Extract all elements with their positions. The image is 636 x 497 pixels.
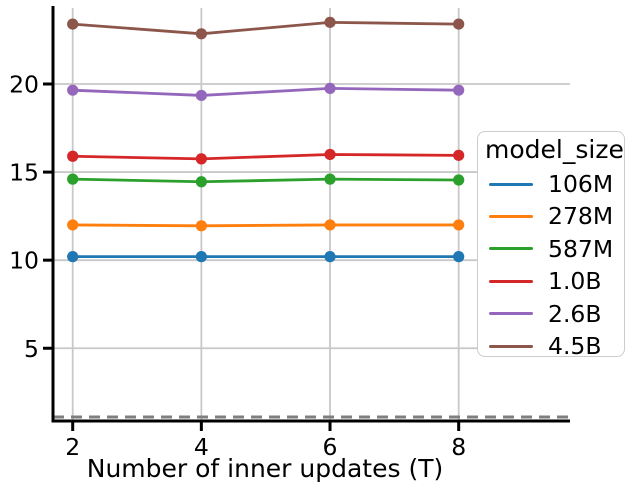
y-tick-label-15: 15 [9, 159, 39, 187]
legend: model_size 106M 278M 587M 1.0B 2.6B 4.5B [477, 131, 625, 360]
marker-587M-x6 [324, 173, 336, 185]
legend-line-sample-106M [489, 182, 533, 186]
marker-4.5B-x6 [324, 16, 336, 28]
legend-label-2.6B: 2.6B [548, 299, 602, 328]
marker-106M-x2 [67, 251, 79, 263]
marker-2.6B-x4 [195, 89, 207, 102]
series-line-587M [72, 177, 459, 184]
marker-278M-x4 [195, 220, 207, 232]
legend-line-sample-1.0B [489, 279, 533, 283]
x-tick-label-2: 2 [65, 433, 80, 461]
legend-item-278M: 278M [478, 200, 624, 232]
marker-278M-x8 [453, 219, 465, 231]
legend-item-4.5B: 4.5B [478, 330, 624, 362]
legend-item-106M: 106M [478, 168, 624, 200]
legend-line-sample-278M [489, 214, 533, 219]
marker-587M-x2 [67, 173, 79, 185]
series-line-4.5B [72, 20, 459, 36]
legend-label-4.5B: 4.5B [548, 332, 602, 360]
legend-label-106M: 106M [548, 170, 614, 198]
marker-2.6B-x6 [324, 82, 336, 95]
marker-1.0B-x8 [453, 149, 465, 161]
legend-label-587M: 587M [548, 234, 614, 263]
marker-1.0B-x4 [195, 153, 207, 165]
legend-item-587M: 587M [478, 233, 624, 265]
marker-106M-x8 [453, 251, 465, 263]
marker-278M-x6 [324, 219, 336, 231]
y-tick-label-5: 5 [24, 335, 39, 363]
series-line-2.6B [72, 87, 459, 97]
legend-label-1.0B: 1.0B [548, 267, 602, 296]
legend-title: model_size [485, 135, 624, 164]
marker-1.0B-x2 [67, 150, 79, 162]
marker-4.5B-x2 [67, 18, 79, 30]
x-axis-label: Number of inner updates (T) [86, 454, 444, 483]
legend-item-1.0B: 1.0B [478, 265, 624, 297]
marker-278M-x2 [67, 219, 79, 231]
x-tick-label-8: 8 [451, 433, 466, 461]
legend-line-sample-2.6B [489, 312, 533, 316]
marker-4.5B-x8 [453, 18, 465, 30]
legend-label-278M: 278M [548, 202, 614, 231]
x-tick-label-4: 4 [194, 433, 209, 461]
marker-2.6B-x8 [453, 84, 465, 96]
marker-1.0B-x6 [324, 148, 336, 161]
marker-106M-x6 [324, 251, 336, 263]
legend-line-sample-587M [489, 247, 533, 251]
y-tick-label-20: 20 [9, 71, 39, 99]
series-line-1.0B [72, 153, 459, 161]
series-line-278M [72, 223, 459, 228]
marker-2.6B-x2 [67, 84, 79, 96]
marker-587M-x8 [453, 174, 465, 186]
marker-587M-x4 [195, 176, 207, 188]
x-tick-label-6: 6 [323, 433, 338, 461]
marker-4.5B-x4 [195, 28, 207, 40]
marker-106M-x4 [195, 251, 207, 263]
legend-line-sample-4.5B [489, 344, 533, 348]
legend-item-2.6B: 2.6B [478, 298, 624, 330]
y-tick-label-10: 10 [9, 247, 39, 275]
